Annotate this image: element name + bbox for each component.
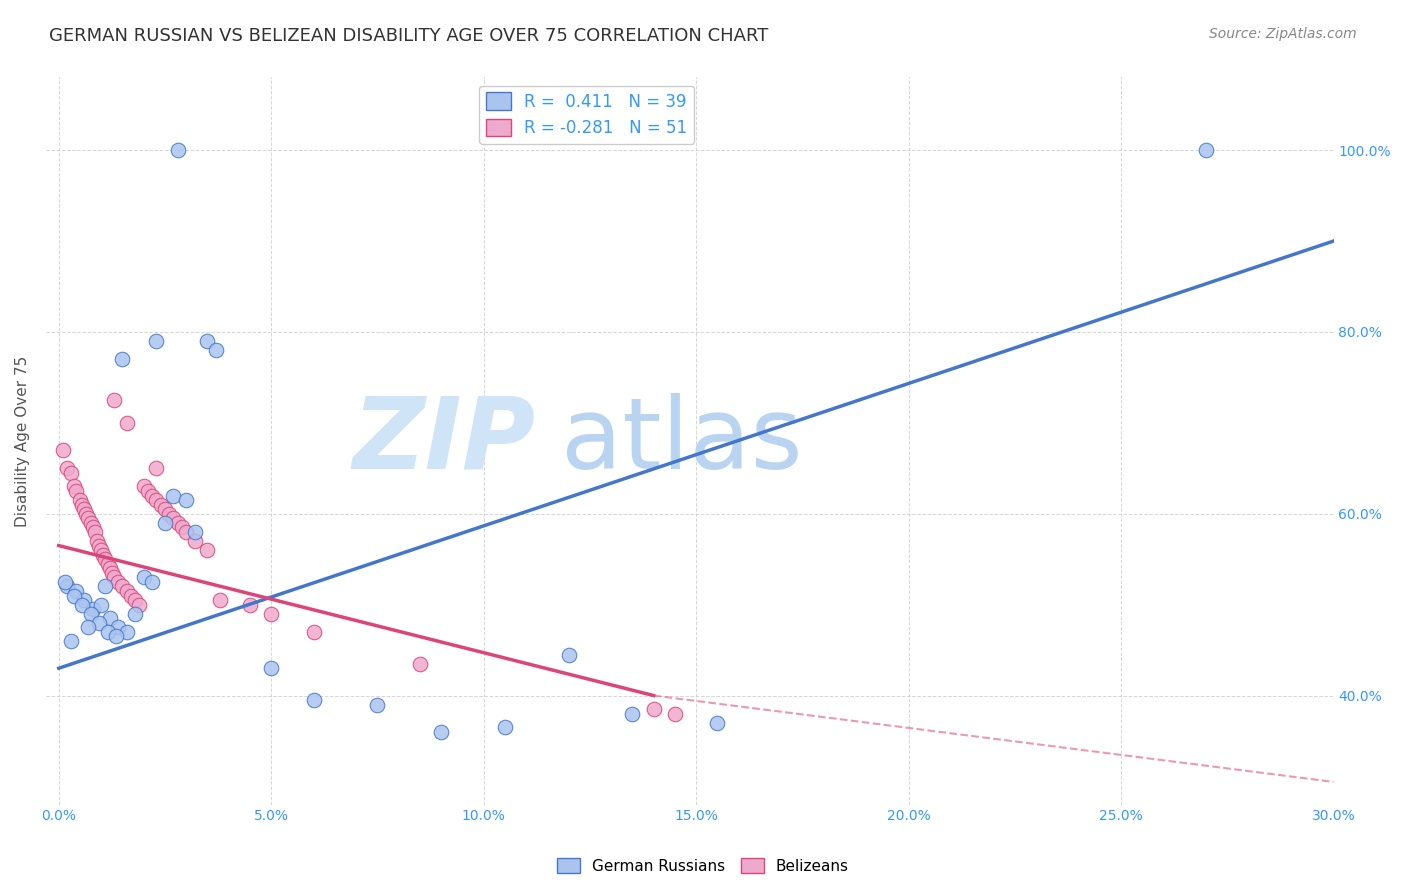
Point: [56, 461, 79, 475]
Point: [101, 566, 124, 580]
Point: [70, 598, 93, 612]
Point: [77, 511, 100, 525]
Point: [103, 393, 125, 408]
Point: [621, 706, 644, 721]
Point: [124, 607, 146, 621]
Point: [60, 466, 83, 480]
Point: [97, 624, 120, 639]
Point: [170, 520, 193, 534]
Legend: R =  0.411   N = 39, R = -0.281   N = 51: R = 0.411 N = 39, R = -0.281 N = 51: [479, 86, 695, 144]
Text: atlas: atlas: [561, 392, 803, 490]
Point: [149, 498, 172, 512]
Point: [87, 539, 110, 553]
Point: [145, 493, 167, 508]
Point: [111, 352, 134, 367]
Point: [70, 498, 93, 512]
Point: [162, 489, 184, 503]
Point: [197, 334, 219, 348]
Y-axis label: Disability Age Over 75: Disability Age Over 75: [15, 355, 30, 526]
Point: [132, 479, 155, 493]
Point: [98, 561, 121, 575]
Point: [75, 507, 97, 521]
Point: [115, 624, 138, 639]
Point: [1195, 143, 1218, 157]
Point: [197, 543, 219, 558]
Point: [209, 593, 232, 607]
Point: [115, 584, 138, 599]
Point: [73, 502, 96, 516]
Point: [82, 602, 104, 616]
Point: [97, 557, 120, 571]
Point: [60, 634, 83, 648]
Point: [153, 516, 176, 530]
Point: [128, 598, 150, 612]
Point: [409, 657, 432, 671]
Point: [79, 607, 101, 621]
Point: [557, 648, 579, 662]
Point: [103, 570, 125, 584]
Point: [174, 493, 197, 508]
Point: [52, 443, 75, 458]
Point: [664, 706, 686, 721]
Point: [162, 511, 184, 525]
Point: [183, 524, 205, 539]
Point: [136, 483, 159, 498]
Point: [166, 516, 188, 530]
Point: [494, 720, 516, 734]
Point: [174, 524, 197, 539]
Point: [366, 698, 388, 712]
Point: [86, 534, 108, 549]
Point: [260, 607, 283, 621]
Point: [79, 516, 101, 530]
Text: GERMAN RUSSIAN VS BELIZEAN DISABILITY AGE OVER 75 CORRELATION CHART: GERMAN RUSSIAN VS BELIZEAN DISABILITY AG…: [49, 27, 769, 45]
Point: [82, 520, 104, 534]
Point: [62, 589, 84, 603]
Legend: German Russians, Belizeans: German Russians, Belizeans: [551, 852, 855, 880]
Point: [430, 725, 453, 739]
Point: [124, 593, 146, 607]
Point: [105, 630, 128, 644]
Point: [260, 661, 283, 675]
Point: [145, 334, 167, 348]
Point: [166, 143, 188, 157]
Point: [107, 620, 129, 634]
Point: [145, 461, 167, 475]
Point: [73, 593, 96, 607]
Point: [94, 579, 117, 593]
Point: [111, 579, 134, 593]
Point: [91, 548, 114, 562]
Point: [107, 574, 129, 589]
Text: ZIP: ZIP: [353, 392, 536, 490]
Point: [302, 693, 325, 707]
Point: [120, 589, 142, 603]
Point: [141, 489, 163, 503]
Point: [87, 615, 110, 630]
Point: [153, 502, 176, 516]
Text: Source: ZipAtlas.com: Source: ZipAtlas.com: [1209, 27, 1357, 41]
Point: [132, 570, 155, 584]
Point: [69, 493, 91, 508]
Point: [239, 598, 262, 612]
Point: [706, 715, 728, 730]
Point: [94, 552, 117, 566]
Point: [53, 574, 76, 589]
Point: [65, 483, 87, 498]
Point: [141, 574, 163, 589]
Point: [90, 543, 112, 558]
Point: [157, 507, 180, 521]
Point: [83, 524, 105, 539]
Point: [56, 579, 79, 593]
Point: [62, 479, 84, 493]
Point: [90, 598, 112, 612]
Point: [205, 343, 228, 358]
Point: [98, 611, 121, 625]
Point: [77, 620, 100, 634]
Point: [302, 624, 325, 639]
Point: [643, 702, 665, 716]
Point: [115, 416, 138, 430]
Point: [183, 534, 205, 549]
Point: [65, 584, 87, 599]
